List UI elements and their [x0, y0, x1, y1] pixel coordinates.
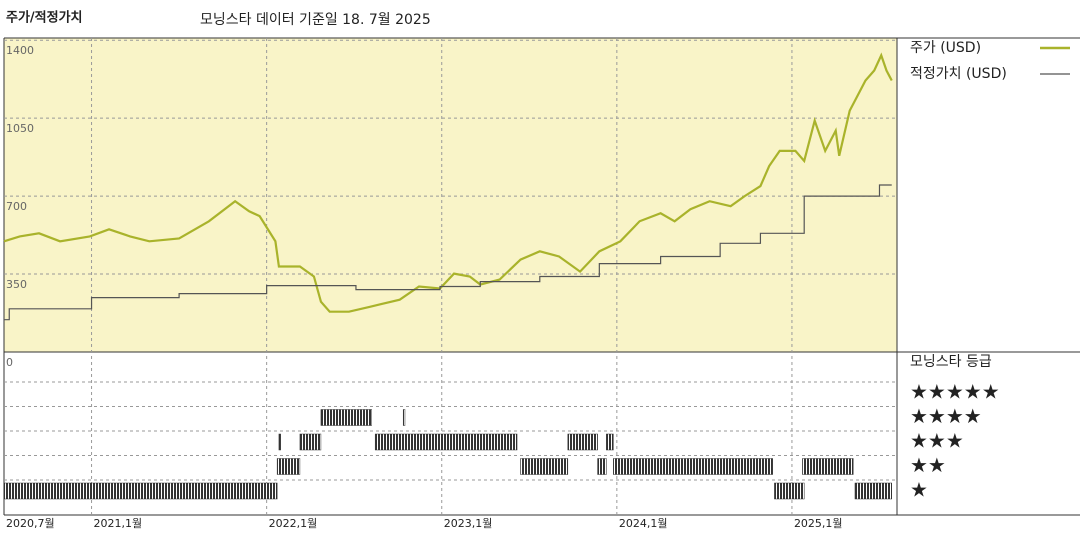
rating-bar [320, 409, 372, 426]
price-line [3, 52, 893, 313]
rating-bar [613, 458, 773, 475]
rating-bar [520, 458, 569, 475]
rating-bar [276, 458, 301, 475]
rating-label: ★ [910, 478, 928, 502]
rating-bar [299, 433, 322, 451]
x-tick-label: 2021,1월 [94, 517, 143, 530]
rating-bar [567, 433, 598, 451]
x-tick-label: 2024,1월 [619, 517, 668, 530]
rating-bar [278, 433, 281, 451]
rating-bar [597, 458, 607, 475]
y-tick-label: 1050 [6, 122, 34, 135]
legend-label: 주가 (USD) [910, 40, 981, 56]
rating-bar [854, 482, 892, 500]
legend-label: 적정가치 (USD) [910, 66, 1007, 82]
rating-bar [802, 458, 854, 475]
x-tick-label: 2022,1월 [269, 517, 318, 530]
x-tick-label: 2023,1월 [444, 517, 493, 530]
chart-title: 주가/적정가치 [6, 10, 83, 26]
fair-value-line [4, 184, 892, 321]
rating-bar [606, 433, 614, 451]
rating-bar [774, 482, 805, 500]
rating-label: ★★★★★ [910, 380, 1000, 404]
plot-background [4, 38, 897, 352]
rating-bar [3, 482, 278, 500]
x-tick-label: 2020,7월 [6, 517, 55, 530]
y-tick-label: 350 [6, 278, 27, 291]
rating-bar [402, 409, 406, 426]
chart-subtitle: 모닝스타 데이터 기준일 18. 7월 2025 [200, 12, 431, 28]
y-tick-label: 0 [6, 356, 13, 369]
rating-label: ★★ [910, 453, 946, 477]
rating-label: ★★★★ [910, 404, 982, 428]
rating-title: 모닝스타 등급 [910, 354, 992, 370]
x-tick-label: 2025,1월 [794, 517, 843, 530]
rating-bar [374, 433, 518, 451]
y-tick-label: 1400 [6, 44, 34, 57]
rating-label: ★★★ [910, 429, 964, 453]
y-tick-label: 700 [6, 200, 27, 213]
